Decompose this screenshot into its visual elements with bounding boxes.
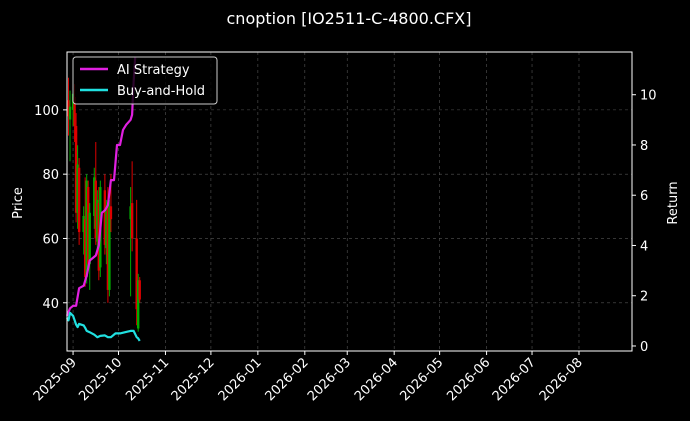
plot-frame <box>66 51 633 352</box>
chart-title: cnoption [IO2511-C-4800.CFX] <box>227 9 472 28</box>
candle-body <box>130 203 134 239</box>
candle-body <box>103 190 107 245</box>
candle-body <box>93 177 96 216</box>
candle-body <box>94 180 97 239</box>
candle-body <box>76 164 79 213</box>
candle-body <box>105 206 108 249</box>
series-lines <box>65 56 141 342</box>
y-right-tick-label: 4 <box>640 239 648 254</box>
candle-body <box>138 280 141 300</box>
y-left-tick-label: 80 <box>42 168 59 183</box>
candle-body <box>96 199 99 242</box>
candle-body <box>85 180 88 278</box>
y-axis-left-label: Price <box>11 187 26 219</box>
y-right-tick-label: 8 <box>640 139 648 154</box>
y-left-tick-label: 100 <box>34 104 59 119</box>
candle-body <box>135 238 138 310</box>
legend-label-ai-strategy: AI Strategy <box>117 63 190 78</box>
candle-body <box>68 106 72 120</box>
y-right-tick-label: 6 <box>640 189 648 204</box>
y-axis-right-label: Return <box>666 181 681 224</box>
y-right-tick-label: 10 <box>640 89 657 104</box>
candle-body <box>67 100 70 117</box>
candle-body <box>74 125 78 213</box>
y-right-tick-label: 2 <box>640 290 648 305</box>
candle-body <box>87 187 90 265</box>
candle-body <box>129 206 132 220</box>
candle-body <box>82 215 85 233</box>
candle-body <box>77 167 81 233</box>
y-axis-right-ticks: 0 2 4 6 8 10 <box>632 89 657 355</box>
y-left-tick-label: 60 <box>42 232 59 247</box>
y-left-tick-label: 40 <box>42 297 59 312</box>
candle-body <box>109 206 113 220</box>
legend-box <box>72 56 218 105</box>
y-right-tick-label: 0 <box>640 340 648 355</box>
candle-body <box>73 97 76 126</box>
legend-label-buy-and-hold: Buy-and-Hold <box>117 84 205 99</box>
y-axis-left-ticks: 40 60 80 100 <box>34 104 67 312</box>
series-line-buy-and-hold <box>66 311 141 342</box>
candle-body <box>108 206 111 290</box>
candle-body <box>136 280 140 329</box>
legend: AI Strategy Buy-and-Hold <box>72 56 218 105</box>
candle-body <box>106 209 110 290</box>
candle-body <box>88 212 91 265</box>
candle-body <box>83 219 87 278</box>
series-line-ai-strategy <box>65 56 137 317</box>
